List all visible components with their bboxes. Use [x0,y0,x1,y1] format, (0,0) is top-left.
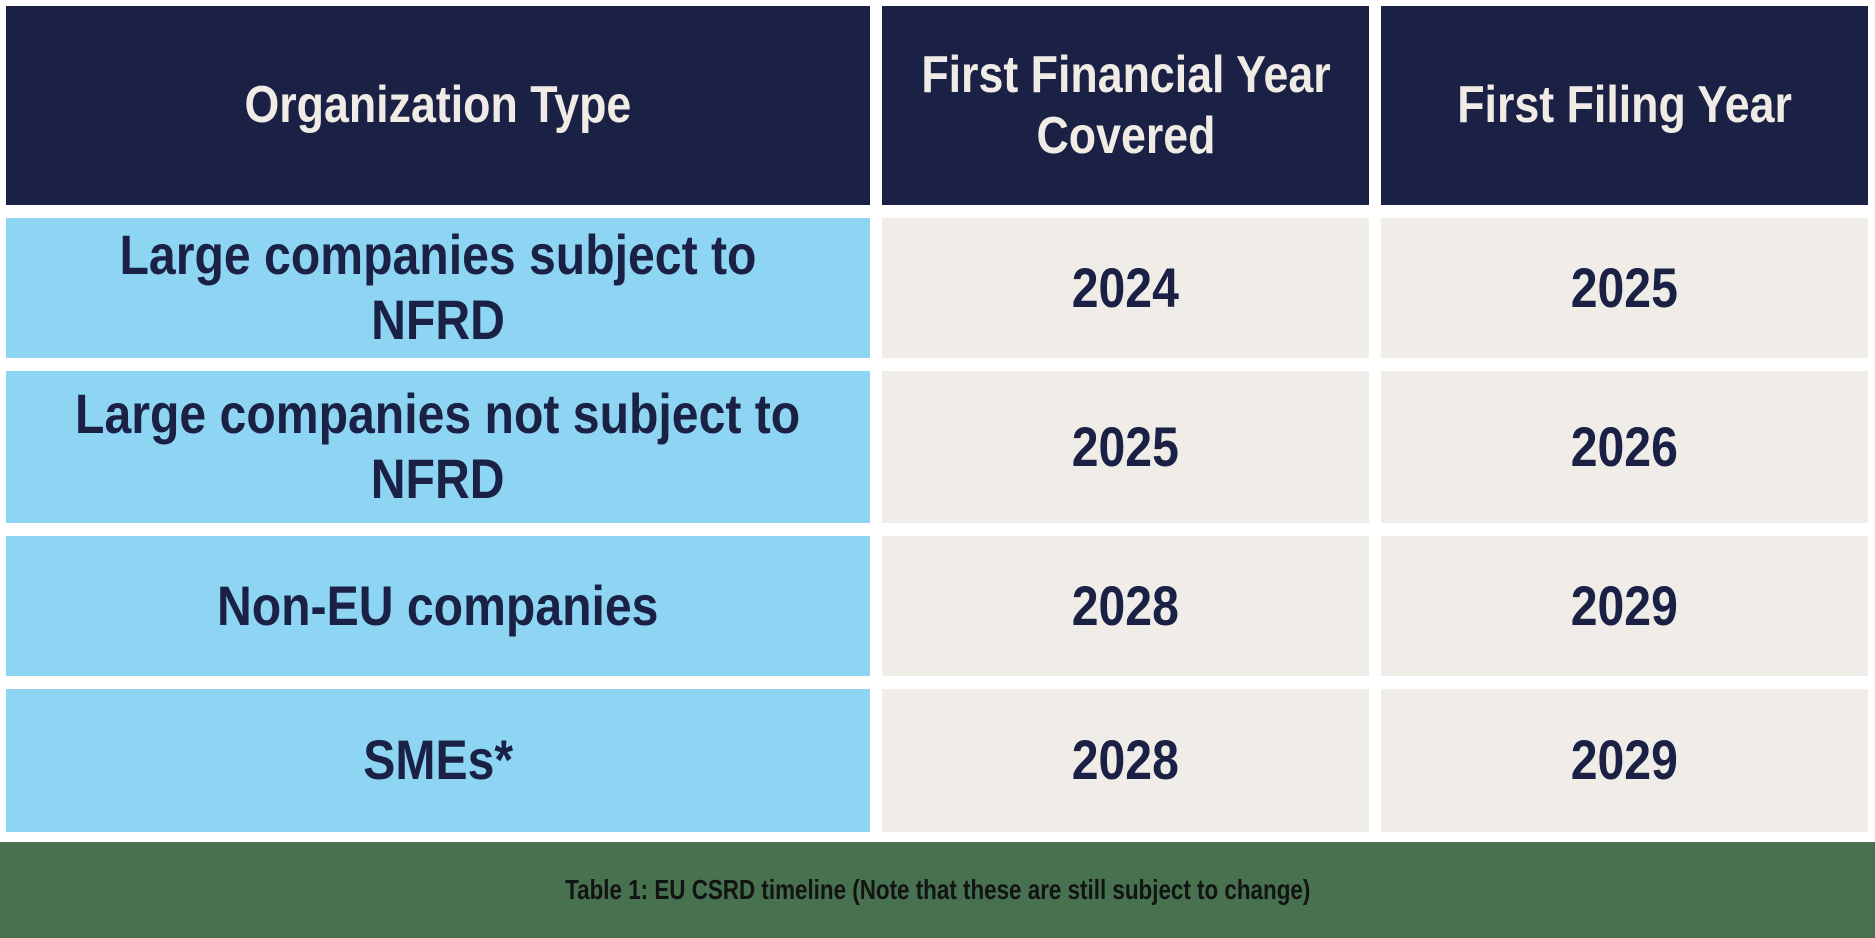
financial-year-value: 2025 [1071,414,1180,478]
header-label-organization-type: Organization Type [244,76,632,135]
filing-year-cell-row-3: 2029 [1381,536,1868,676]
table-caption: Table 1: EU CSRD timeline (Note that the… [564,874,1311,905]
filing-year-cell-row-4: 2029 [1381,689,1868,832]
org-type-label: Large companies subject to NFRD [119,223,757,351]
org-type-cell-row-4: SMEs* [6,689,870,832]
org-type-label: SMEs* [363,728,513,792]
filing-year-value: 2029 [1570,573,1679,637]
header-cell-first-financial-year-covered: First Financial Year Covered [882,6,1369,205]
header-label-first-filing-year: First Filing Year [1457,76,1792,135]
financial-year-cell-row-3: 2028 [882,536,1369,676]
header-cell-organization-type: Organization Type [6,6,870,205]
csrd-timeline-table: Organization Type First Financial Year C… [6,6,1868,832]
filing-year-value: 2025 [1570,255,1679,319]
financial-year-value: 2028 [1071,728,1180,792]
filing-year-value: 2026 [1570,414,1679,478]
org-type-cell-row-2: Large companies not subject to NFRD [6,371,870,523]
caption-bar: Table 1: EU CSRD timeline (Note that the… [0,842,1875,938]
header-label-first-financial-year-covered: First Financial Year Covered [920,46,1331,165]
org-type-label: Large companies not subject to NFRD [75,382,801,510]
financial-year-cell-row-1: 2024 [882,218,1369,358]
org-type-cell-row-3: Non-EU companies [6,536,870,676]
org-type-label: Non-EU companies [217,573,659,637]
financial-year-value: 2024 [1071,255,1180,319]
filing-year-cell-row-2: 2026 [1381,371,1868,523]
filing-year-cell-row-1: 2025 [1381,218,1868,358]
financial-year-value: 2028 [1071,573,1180,637]
header-cell-first-filing-year: First Filing Year [1381,6,1868,205]
org-type-cell-row-1: Large companies subject to NFRD [6,218,870,358]
filing-year-value: 2029 [1570,728,1679,792]
financial-year-cell-row-2: 2025 [882,371,1369,523]
financial-year-cell-row-4: 2028 [882,689,1369,832]
